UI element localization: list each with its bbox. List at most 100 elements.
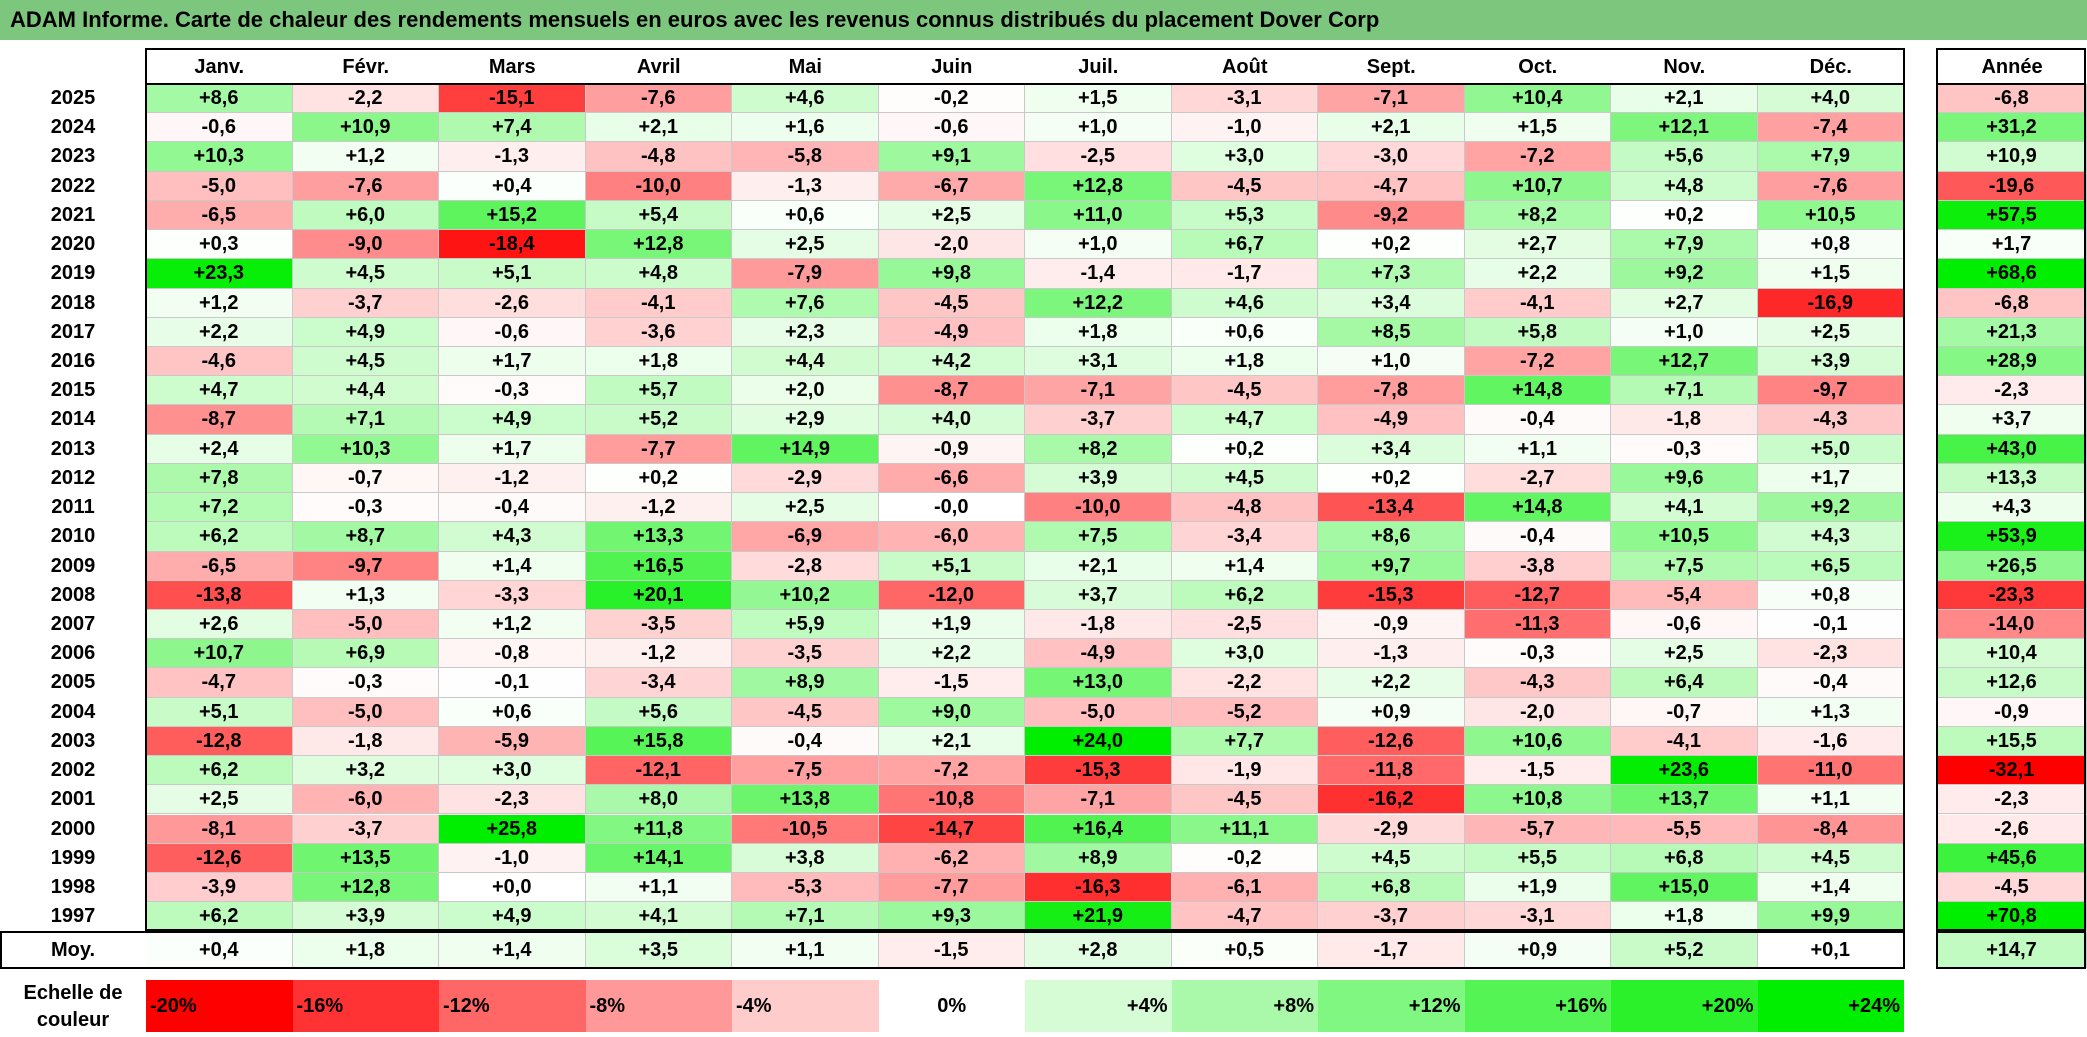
heatmap-cell: -4,8 — [585, 142, 732, 172]
heatmap-cell: +0,2 — [1171, 434, 1318, 464]
heatmap-cell: +1,0 — [1318, 346, 1465, 377]
heatmap-cell: -4,3 — [1757, 405, 1904, 435]
heatmap-cell: -0,4 — [1464, 405, 1611, 435]
average-cell: +1,1 — [732, 932, 879, 968]
color-scale-swatch: +16% — [1464, 980, 1611, 1032]
heatmap-cell: +1,1 — [1464, 434, 1611, 464]
heatmap-cell: +3,0 — [439, 756, 586, 786]
header-divider — [146, 83, 1904, 85]
heatmap-cell: +2,1 — [1611, 84, 1758, 114]
heatmap-cell: +9,8 — [878, 259, 1025, 289]
heatmap-cell: -15,3 — [1025, 756, 1172, 786]
heatmap-cell: -4,7 — [1171, 902, 1318, 932]
heatmap-cell: +5,1 — [439, 259, 586, 289]
heatmap-cell: -3,4 — [585, 668, 732, 698]
heatmap-cell: +9,7 — [1318, 551, 1465, 581]
heatmap-cell: -1,4 — [1025, 259, 1172, 289]
heatmap-cell: -7,8 — [1318, 376, 1465, 406]
heatmap-cell: -2,8 — [732, 551, 879, 581]
heatmap-cell: +3,9 — [1757, 346, 1904, 377]
heatmap-cell: -1,8 — [1025, 609, 1172, 640]
heatmap-cell: +1,0 — [1611, 317, 1758, 347]
heatmap-cell: +1,1 — [585, 872, 732, 903]
annual-cell: -2,6 — [1937, 814, 2087, 844]
heatmap-cell: -7,1 — [1025, 376, 1172, 406]
heatmap-cell: +0,9 — [1318, 697, 1465, 727]
heatmap-cell: -4,6 — [146, 346, 293, 377]
heatmap-cell: +0,3 — [146, 230, 293, 260]
heatmap-cell: +2,2 — [146, 317, 293, 347]
average-cell: +0,4 — [146, 932, 293, 968]
heatmap-cell: -3,5 — [585, 609, 732, 640]
heatmap-cell: -2,2 — [1171, 668, 1318, 698]
average-cell: -1,7 — [1318, 932, 1465, 968]
heatmap-cell: +1,5 — [1757, 259, 1904, 289]
heatmap-cell: +10,2 — [732, 580, 879, 610]
heatmap-cell: +4,0 — [1757, 84, 1904, 114]
heatmap-cell: +4,9 — [439, 902, 586, 932]
heatmap-cell: -12,6 — [146, 843, 293, 873]
heatmap-cell: +4,5 — [1757, 843, 1904, 873]
year-label: 2004 — [50, 700, 96, 723]
heatmap-cell: -7,2 — [878, 756, 1025, 786]
month-header: Déc. — [1809, 56, 1852, 78]
heatmap-cell: -7,2 — [1464, 346, 1611, 377]
heatmap-cell: -3,1 — [1464, 902, 1611, 932]
year-label: 2016 — [50, 349, 96, 372]
heatmap-cell: +1,5 — [1025, 84, 1172, 114]
heatmap-cell: -4,7 — [1318, 171, 1465, 201]
heatmap-cell: -1,3 — [732, 171, 879, 201]
heatmap-cell: +5,5 — [1464, 843, 1611, 873]
heatmap-cell: -12,1 — [585, 756, 732, 786]
heatmap-cell: +7,5 — [1025, 522, 1172, 552]
heatmap-cell: -11,3 — [1464, 609, 1611, 640]
heatmap-cell: +1,7 — [439, 346, 586, 377]
heatmap-cell: -0,4 — [732, 726, 879, 757]
heatmap-cell: +2,4 — [146, 434, 293, 464]
heatmap-cell: +10,8 — [1464, 785, 1611, 815]
heatmap-cell: +6,7 — [1171, 230, 1318, 260]
heatmap-cell: -7,1 — [1318, 84, 1465, 114]
heatmap-cell: +7,2 — [146, 493, 293, 523]
heatmap-cell: +24,0 — [1025, 726, 1172, 757]
heatmap-cell: -1,8 — [1611, 405, 1758, 435]
heatmap-cell: +2,1 — [878, 726, 1025, 757]
annual-cell: +21,3 — [1937, 317, 2087, 347]
heatmap-cell: -10,0 — [585, 171, 732, 201]
color-scale-swatch: -16% — [292, 980, 439, 1032]
heatmap-cell: +25,8 — [439, 814, 586, 844]
heatmap-cell: +10,6 — [1464, 726, 1611, 757]
heatmap-cell: -10,8 — [878, 785, 1025, 815]
average-cell: +5,2 — [1611, 932, 1758, 968]
heatmap-cell: -12,6 — [1318, 726, 1465, 757]
average-cell: +2,8 — [1025, 932, 1172, 968]
heatmap-cell: +6,2 — [146, 756, 293, 786]
heatmap-cell: -0,4 — [1464, 522, 1611, 552]
heatmap-cell: +9,9 — [1757, 902, 1904, 932]
heatmap-cell: +4,3 — [439, 522, 586, 552]
heatmap-cell: +5,1 — [146, 697, 293, 727]
heatmap-cell: +0,6 — [439, 697, 586, 727]
heatmap-cell: -9,0 — [292, 230, 439, 260]
year-label: 2014 — [50, 408, 96, 431]
color-scale-label: Echelle de couleur — [23, 982, 123, 1031]
heatmap-cell: +6,9 — [292, 639, 439, 669]
heatmap-cell: -5,8 — [732, 142, 879, 172]
heatmap-cell: -6,0 — [878, 522, 1025, 552]
heatmap-cell: -4,5 — [1171, 171, 1318, 201]
year-label: 2022 — [50, 174, 96, 197]
heatmap-cell: +7,3 — [1318, 259, 1465, 289]
heatmap-cell: +4,5 — [1171, 463, 1318, 494]
heatmap-cell: -2,3 — [439, 785, 586, 815]
heatmap-cell: +4,4 — [732, 346, 879, 377]
heatmap-cell: +1,4 — [439, 551, 586, 581]
heatmap-cell: +12,7 — [1611, 346, 1758, 377]
heatmap-cell: +4,1 — [1611, 493, 1758, 523]
heatmap-cell: +1,0 — [1025, 230, 1172, 260]
heatmap-cell: +9,3 — [878, 902, 1025, 932]
heatmap-cell: +4,4 — [292, 376, 439, 406]
heatmap-cell: +0,6 — [732, 200, 879, 231]
heatmap-cell: +1,4 — [1757, 872, 1904, 903]
annual-cell: -2,3 — [1937, 785, 2087, 815]
year-label: 2007 — [50, 612, 96, 635]
